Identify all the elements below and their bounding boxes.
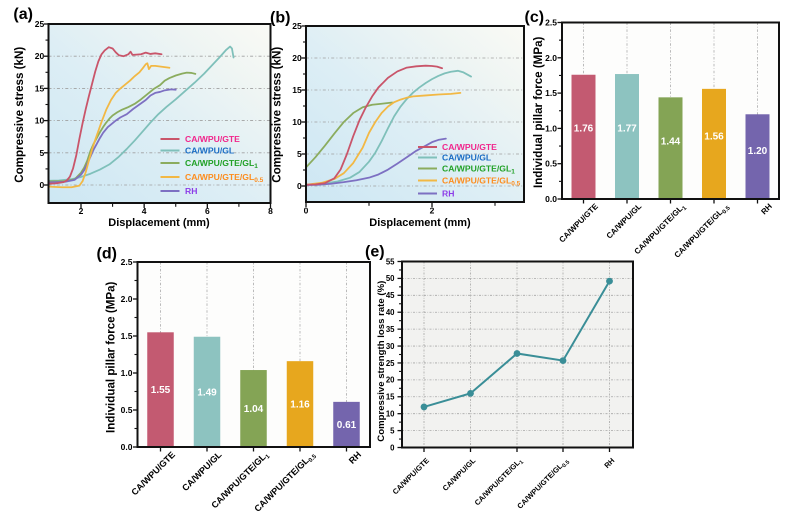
svg-text:8: 8: [268, 206, 273, 216]
svg-text:RH: RH: [442, 189, 454, 199]
svg-text:20: 20: [35, 51, 45, 61]
svg-text:CA/WPU/GL: CA/WPU/GL: [441, 456, 478, 493]
svg-text:25: 25: [292, 21, 302, 31]
svg-text:0.5: 0.5: [121, 405, 133, 415]
svg-text:Individual pillar force (MPa): Individual pillar force (MPa): [532, 36, 545, 188]
svg-text:CA/WPU/GTE/GL1: CA/WPU/GTE/GL1: [442, 164, 515, 176]
svg-text:1.55: 1.55: [151, 385, 171, 396]
svg-text:40: 40: [386, 308, 395, 317]
svg-text:(b): (b): [270, 10, 290, 27]
svg-text:CA/WPU/GL: CA/WPU/GL: [185, 146, 234, 156]
svg-text:10: 10: [35, 116, 45, 126]
svg-text:(e): (e): [365, 244, 385, 261]
svg-text:CA/WPU/GTE/GL0.5: CA/WPU/GTE/GL0.5: [185, 172, 264, 184]
svg-text:Individual pillar force (MPa): Individual pillar force (MPa): [104, 281, 117, 433]
svg-text:20: 20: [386, 376, 395, 385]
svg-text:10: 10: [292, 117, 302, 127]
svg-text:CA/WPU/GTE/GL1: CA/WPU/GTE/GL1: [473, 456, 526, 509]
svg-text:1.16: 1.16: [290, 400, 310, 411]
svg-text:1.0: 1.0: [121, 368, 133, 378]
svg-text:0: 0: [297, 181, 302, 191]
svg-text:CA/WPU/GTE/GL1: CA/WPU/GTE/GL1: [185, 158, 258, 170]
svg-text:0.61: 0.61: [337, 420, 357, 431]
svg-text:1.56: 1.56: [704, 132, 724, 143]
svg-text:RH: RH: [185, 186, 197, 196]
svg-text:RH: RH: [602, 456, 616, 470]
svg-text:CA/WPU/GL: CA/WPU/GL: [605, 202, 644, 241]
svg-text:35: 35: [386, 325, 395, 334]
svg-text:2.0: 2.0: [545, 53, 557, 63]
svg-text:CA/WPU/GTE: CA/WPU/GTE: [129, 450, 177, 498]
svg-text:25: 25: [35, 19, 45, 29]
svg-text:RH: RH: [347, 450, 363, 466]
svg-text:2.5: 2.5: [121, 257, 133, 267]
svg-text:1.44: 1.44: [661, 137, 681, 148]
svg-text:1.20: 1.20: [748, 146, 768, 157]
svg-text:Displacement (mm): Displacement (mm): [108, 217, 210, 229]
svg-text:(a): (a): [13, 6, 33, 23]
svg-text:1.77: 1.77: [617, 123, 637, 134]
svg-text:45: 45: [386, 291, 395, 300]
svg-text:Compressive stress (kN): Compressive stress (kN): [13, 47, 26, 183]
svg-text:2: 2: [79, 206, 84, 216]
svg-text:5: 5: [390, 426, 395, 435]
svg-text:2.0: 2.0: [121, 294, 133, 304]
svg-text:CA/WPU/GTE/GL0.5: CA/WPU/GTE/GL0.5: [442, 176, 521, 188]
svg-text:15: 15: [386, 393, 395, 402]
svg-text:15: 15: [292, 85, 302, 95]
svg-text:30: 30: [386, 342, 395, 351]
svg-text:1.76: 1.76: [574, 124, 594, 135]
svg-text:1.0: 1.0: [545, 123, 557, 133]
svg-text:1.49: 1.49: [197, 387, 217, 398]
svg-text:CA/WPU/GTE: CA/WPU/GTE: [442, 142, 497, 152]
svg-text:CA/WPU/GTE: CA/WPU/GTE: [185, 134, 240, 144]
svg-text:0: 0: [304, 206, 309, 216]
svg-text:Displacement (mm): Displacement (mm): [369, 217, 471, 229]
svg-text:4: 4: [142, 206, 147, 216]
svg-text:CA/WPU/GL: CA/WPU/GL: [442, 153, 491, 163]
svg-text:55: 55: [386, 257, 395, 266]
svg-text:CA/WPU/GTE: CA/WPU/GTE: [557, 201, 600, 244]
svg-text:2.5: 2.5: [545, 18, 557, 28]
svg-text:1.04: 1.04: [244, 404, 264, 415]
svg-text:0.0: 0.0: [121, 442, 133, 452]
svg-text:5: 5: [297, 149, 302, 159]
svg-text:(c): (c): [525, 9, 545, 26]
svg-text:2: 2: [430, 206, 435, 216]
svg-text:5: 5: [39, 148, 44, 158]
svg-text:0: 0: [39, 180, 44, 190]
svg-text:25: 25: [386, 359, 395, 368]
svg-text:0.5: 0.5: [545, 159, 557, 169]
svg-text:Compressive stress (kN): Compressive stress (kN): [270, 47, 283, 183]
svg-text:20: 20: [292, 53, 302, 63]
svg-text:50: 50: [386, 274, 395, 283]
svg-text:10: 10: [386, 409, 395, 418]
svg-text:(d): (d): [97, 246, 117, 263]
svg-text:1.5: 1.5: [121, 331, 133, 341]
svg-text:15: 15: [35, 83, 45, 93]
svg-text:Compressive strength loss rate: Compressive strength loss rate (%): [376, 281, 387, 442]
svg-text:0: 0: [390, 443, 395, 452]
svg-text:0.0: 0.0: [545, 194, 557, 204]
svg-text:RH: RH: [759, 202, 774, 217]
svg-text:CA/WPU/GTE: CA/WPU/GTE: [391, 456, 431, 496]
svg-text:6: 6: [205, 206, 210, 216]
svg-text:CA/WPU/GL: CA/WPU/GL: [180, 449, 224, 493]
svg-text:1.5: 1.5: [545, 88, 557, 98]
